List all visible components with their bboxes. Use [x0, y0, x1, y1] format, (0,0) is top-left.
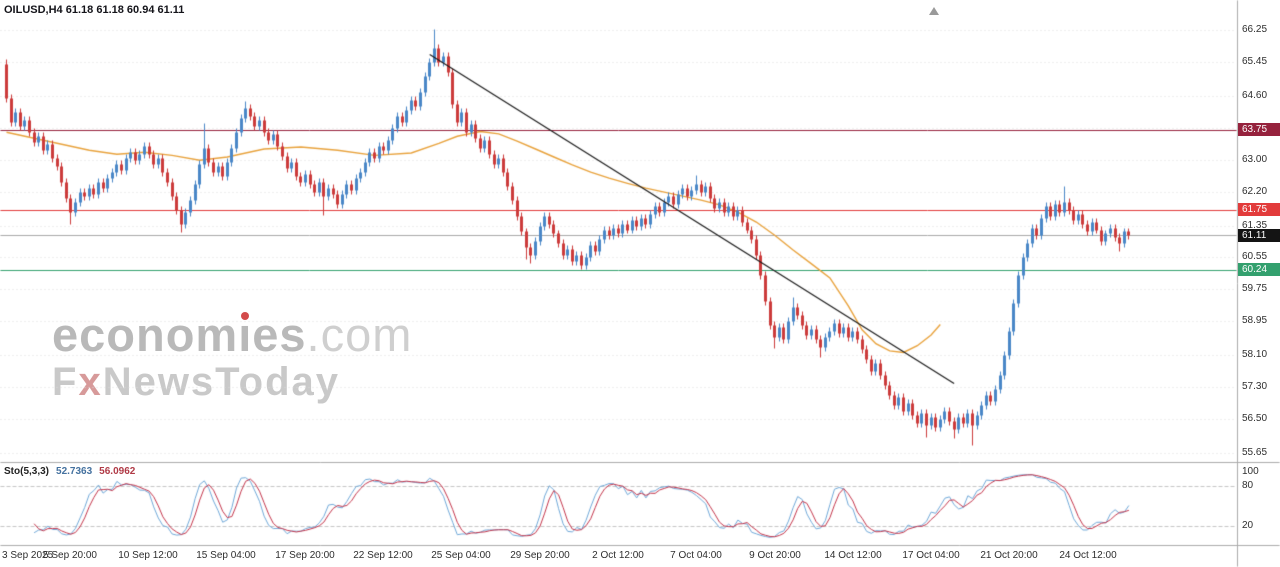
time-axis-label: 10 Sep 12:00 [118, 550, 178, 561]
time-axis-label: 2 Oct 12:00 [592, 550, 644, 561]
chart-shift-marker-icon[interactable] [929, 7, 939, 15]
price-axis-label: 58.95 [1242, 315, 1268, 327]
time-axis-label: 9 Oct 20:00 [749, 550, 801, 561]
price-tag: 61.75 [1238, 203, 1280, 217]
indicator-axis-label: 80 [1242, 479, 1254, 491]
time-axis-label: 24 Oct 12:00 [1059, 550, 1117, 561]
time-axis-label: 25 Sep 04:00 [431, 550, 491, 561]
indicator-axis-label: 20 [1242, 520, 1254, 532]
time-axis-label: 17 Sep 20:00 [275, 550, 335, 561]
price-axis-label: 56.50 [1242, 413, 1268, 425]
time-axis-label: 29 Sep 20:00 [510, 550, 570, 561]
price-axis-label: 66.25 [1242, 24, 1268, 35]
price-axis-label: 62.20 [1242, 185, 1268, 197]
time-axis-label: 17 Oct 04:00 [902, 550, 960, 561]
chart-title: OILUSD,H4 61.18 61.18 60.94 61.11 [4, 4, 184, 16]
time-axis-label: 3 Sep 2025 [2, 550, 54, 561]
time-axis-label: 15 Sep 04:00 [196, 550, 256, 561]
stochastic-value-k: 52.7363 [56, 466, 93, 477]
price-axis-label: 58.10 [1242, 349, 1268, 361]
time-axis-label: 14 Oct 12:00 [824, 550, 882, 561]
time-axis-label: 5 Sep 20:00 [43, 550, 97, 561]
price-axis-label: 59.75 [1242, 283, 1268, 295]
time-axis-label: 21 Oct 20:00 [980, 550, 1038, 561]
time-axis-label: 22 Sep 12:00 [353, 550, 413, 561]
price-tag: 60.24 [1238, 263, 1280, 277]
stochastic-value-d: 56.0962 [99, 466, 136, 477]
indicator-axis-label: 100 [1242, 466, 1259, 477]
price-axis-label: 65.45 [1242, 55, 1268, 67]
price-axis-label: 61.35 [1242, 219, 1268, 231]
price-tag: 61.11 [1238, 228, 1280, 242]
stochastic-name: Sto(5,3,3) [4, 466, 50, 477]
price-axis-label: 57.30 [1242, 381, 1268, 393]
price-axis-label: 63.00 [1242, 153, 1268, 165]
chart-ohlc-values: 61.18 61.18 60.94 61.11 [65, 4, 185, 16]
price-axis-label: 60.55 [1242, 251, 1268, 263]
price-tag: 63.75 [1238, 123, 1280, 137]
stochastic-indicator-label: Sto(5,3,3) 52.7363 56.0962 [4, 466, 135, 477]
price-axis-label: 55.65 [1242, 446, 1268, 458]
price-axis-label: 64.60 [1242, 89, 1268, 101]
chart-symbol-period: OILUSD,H4 [4, 4, 63, 16]
time-axis-label: 7 Oct 04:00 [670, 550, 722, 561]
